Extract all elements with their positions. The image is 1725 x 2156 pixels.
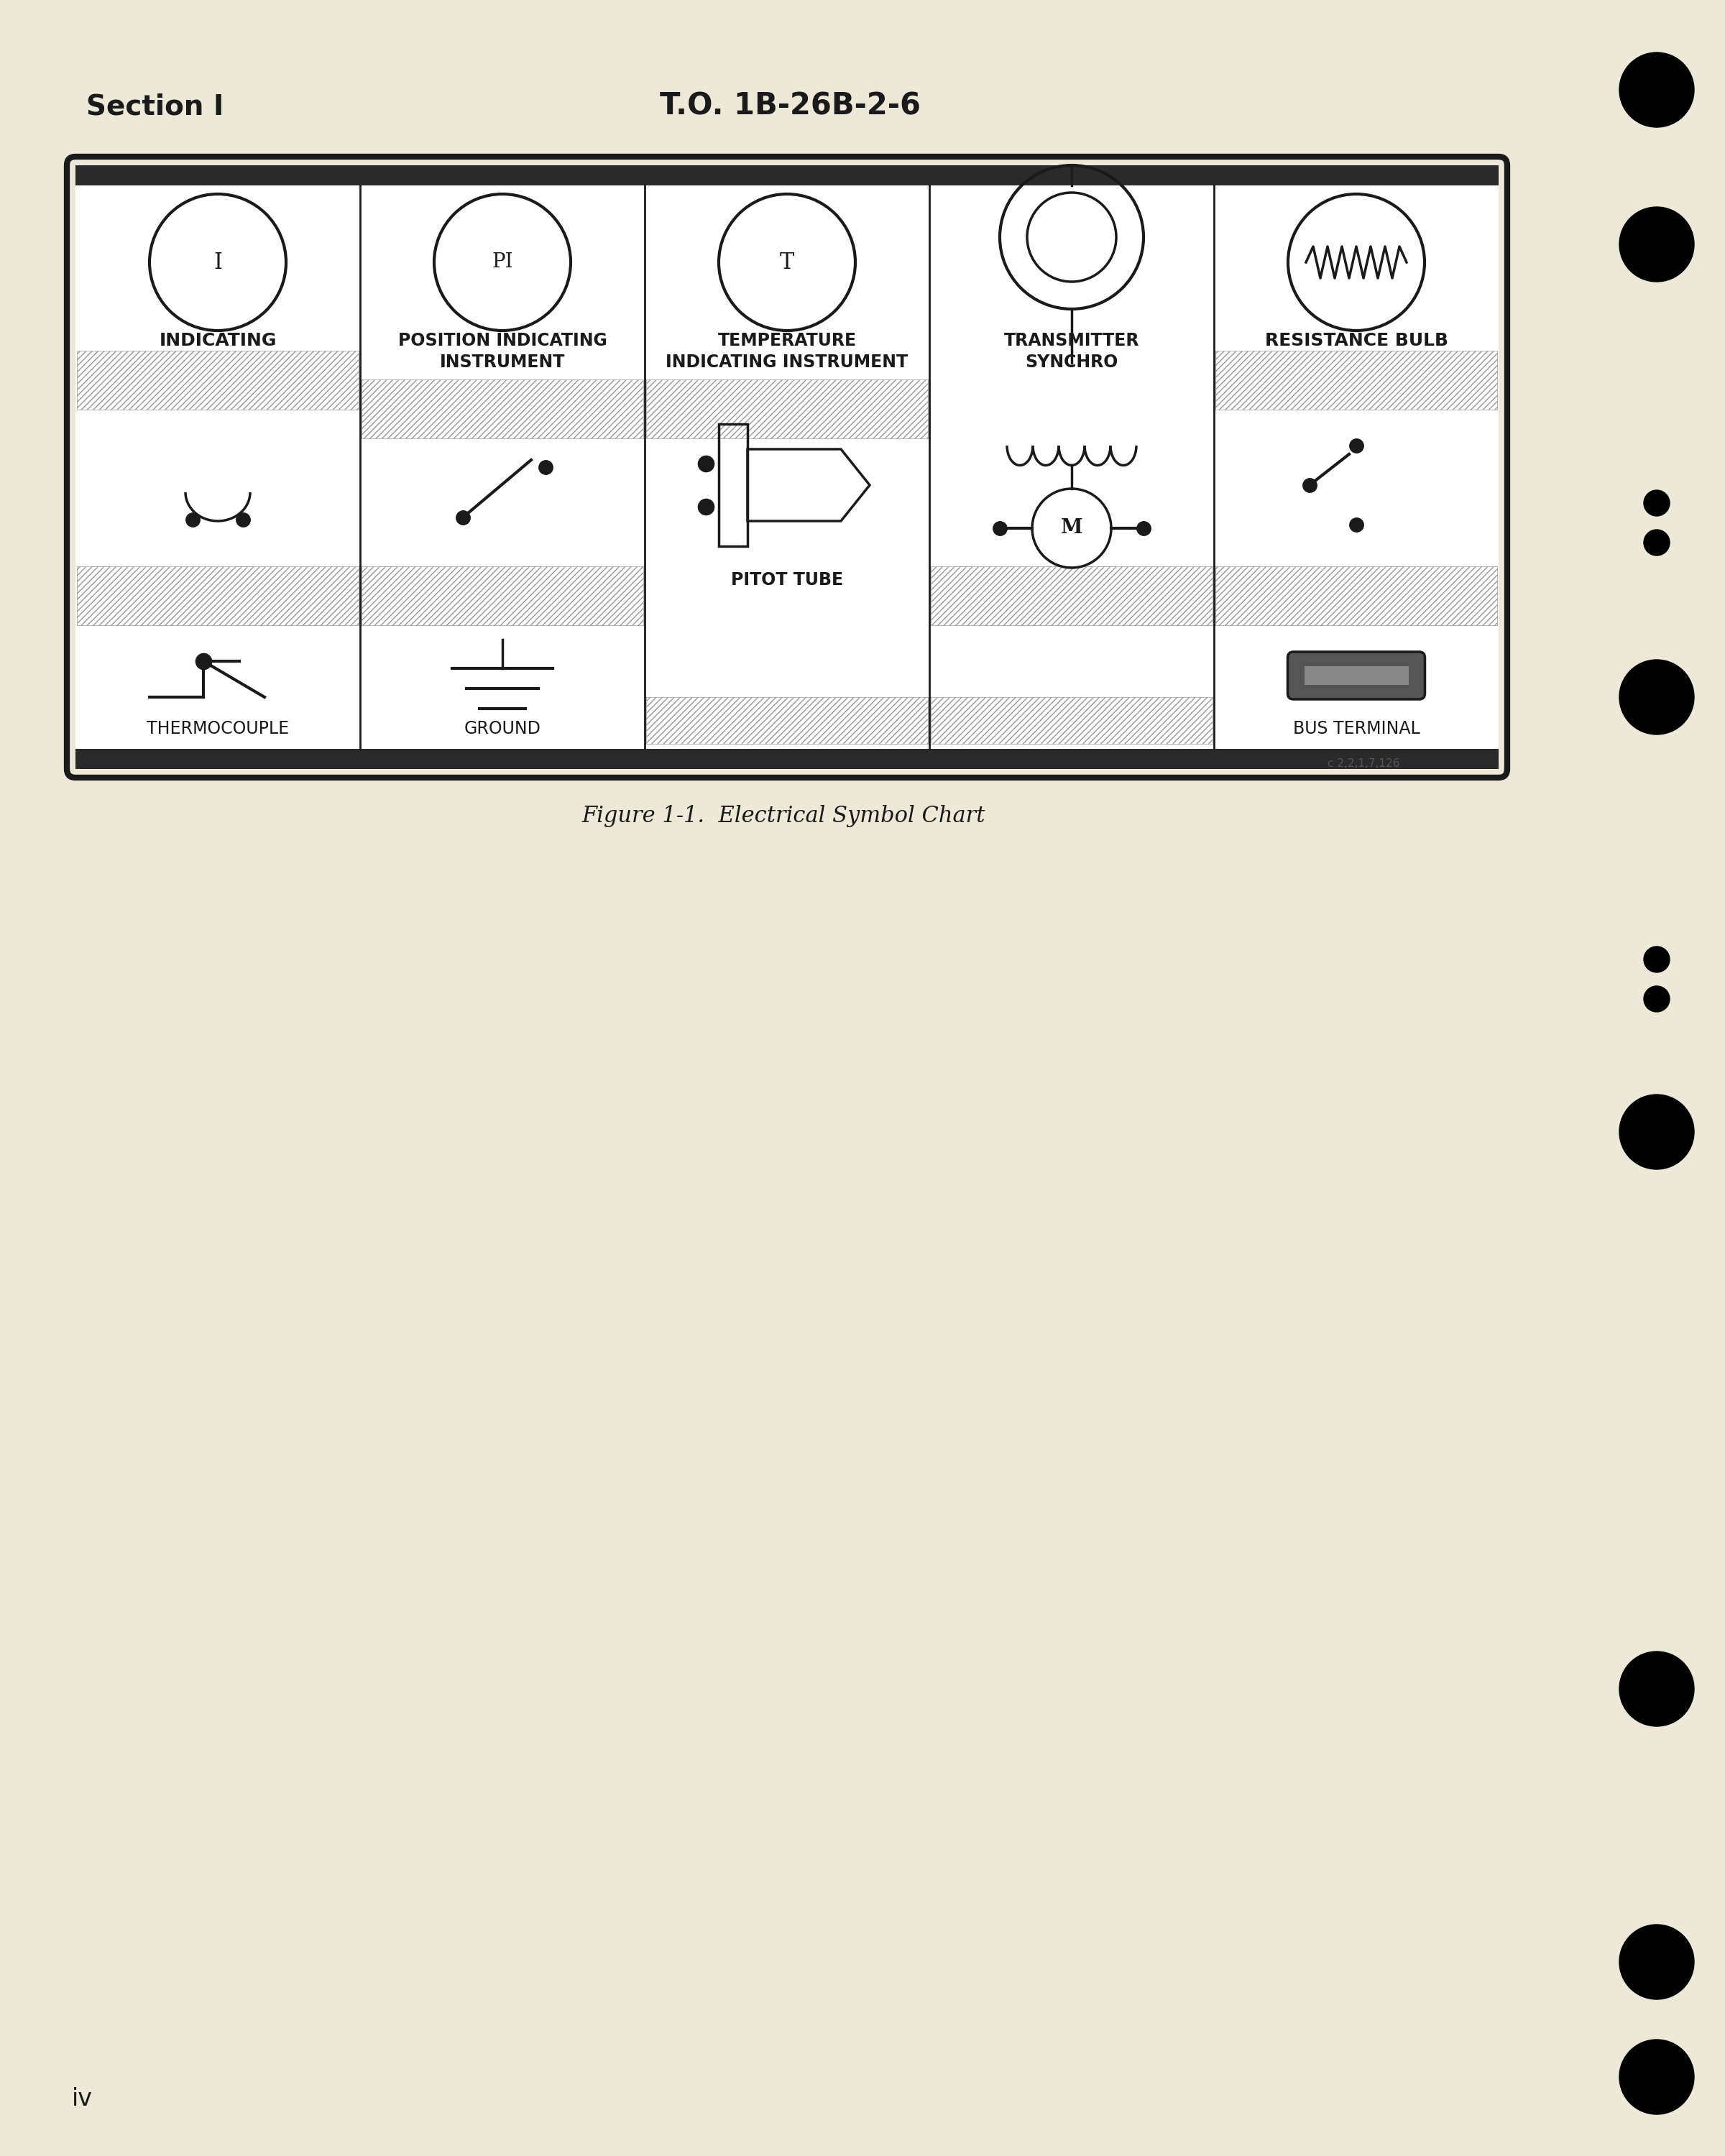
Circle shape <box>1620 660 1694 735</box>
Circle shape <box>1644 530 1670 556</box>
Circle shape <box>1620 1095 1694 1169</box>
Circle shape <box>1644 946 1670 972</box>
Text: POSITION INDICATING
INSTRUMENT: POSITION INDICATING INSTRUMENT <box>398 332 607 371</box>
Text: Circuit Breaker
Switch Type: Circuit Breaker Switch Type <box>155 571 281 610</box>
Text: PI: PI <box>492 252 512 272</box>
Text: INDICATING
INSTRUMENT: INDICATING INSTRUMENT <box>152 332 285 371</box>
Circle shape <box>1620 1925 1694 1999</box>
Text: RESISTANCE BULB: RESISTANCE BULB <box>1264 332 1447 349</box>
Text: TRANSMITTER
SYNCHRO: TRANSMITTER SYNCHRO <box>1004 332 1140 371</box>
Bar <box>76 185 1499 748</box>
Circle shape <box>1644 985 1670 1011</box>
Text: THERMOCOUPLE: THERMOCOUPLE <box>147 720 290 737</box>
Text: c 2,2,1,7,126: c 2,2,1,7,126 <box>1328 759 1399 770</box>
Bar <box>932 567 1213 625</box>
Text: iv: iv <box>72 2087 93 2111</box>
Text: I: I <box>214 252 223 274</box>
Text: SHUNT MOTOR: SHUNT MOTOR <box>1000 571 1144 589</box>
Text: BUS TERMINAL: BUS TERMINAL <box>1292 720 1420 737</box>
Circle shape <box>1620 1651 1694 1727</box>
Circle shape <box>1620 52 1694 127</box>
Bar <box>78 351 359 410</box>
Text: Figure 1-1.  Electrical Symbol Chart: Figure 1-1. Electrical Symbol Chart <box>581 804 985 828</box>
Text: Section I: Section I <box>86 93 224 121</box>
Bar <box>1216 567 1497 625</box>
Text: SWITCH, SINGLE
POLE, SINGLE THROW: SWITCH, SINGLE POLE, SINGLE THROW <box>398 571 607 610</box>
Text: T.O. 1B-26B-2-6: T.O. 1B-26B-2-6 <box>661 91 921 121</box>
Text: T: T <box>780 252 794 274</box>
Bar <box>1304 666 1408 686</box>
Text: M: M <box>1061 520 1083 539</box>
Bar <box>647 379 928 438</box>
Bar <box>78 567 359 625</box>
FancyBboxPatch shape <box>1287 651 1425 699</box>
Bar <box>932 696 1213 744</box>
Bar <box>76 166 1499 185</box>
Text: TEMPERATURE
INDICATING INSTRUMENT: TEMPERATURE INDICATING INSTRUMENT <box>666 332 907 371</box>
Circle shape <box>1644 489 1670 515</box>
Text: PITOT TUBE: PITOT TUBE <box>731 571 844 589</box>
Circle shape <box>1620 2040 1694 2115</box>
Bar <box>76 748 1499 770</box>
Bar <box>362 567 643 625</box>
Bar <box>362 379 643 438</box>
Bar <box>1216 351 1497 410</box>
Circle shape <box>1620 207 1694 282</box>
Text: GROUND: GROUND <box>464 720 542 737</box>
Text: SWITCH, SINGLE
POLE, DOUBLE THROW: SWITCH, SINGLE POLE, DOUBLE THROW <box>1247 571 1465 610</box>
Bar <box>719 425 747 545</box>
Bar <box>647 696 928 744</box>
